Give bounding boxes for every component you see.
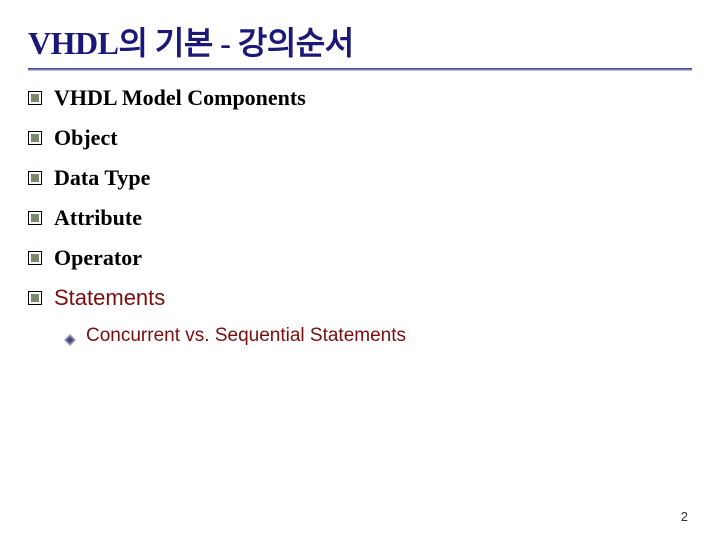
list-item-label: Data Type (54, 165, 150, 191)
list-item-label: Object (54, 125, 118, 151)
list-item: Attribute (28, 205, 692, 231)
list-item: Data Type (28, 165, 692, 191)
square-bullet-icon (28, 291, 42, 305)
sub-list-item-label: Concurrent vs. Sequential Statements (86, 325, 406, 347)
list-item-label: VHDL Model Components (54, 85, 306, 111)
diamond-bullet-icon (64, 330, 76, 342)
list-item-label: Attribute (54, 205, 142, 231)
list-item: Object (28, 125, 692, 151)
list-item: Statements (28, 285, 692, 311)
sub-list-item: Concurrent vs. Sequential Statements (64, 325, 692, 347)
square-bullet-icon (28, 211, 42, 225)
title-underline (28, 68, 692, 71)
list-item: VHDL Model Components (28, 85, 692, 111)
square-bullet-icon (28, 171, 42, 185)
page-number: 2 (681, 509, 688, 524)
square-bullet-icon (28, 131, 42, 145)
square-bullet-icon (28, 91, 42, 105)
sub-bullet-list: Concurrent vs. Sequential Statements (64, 325, 692, 347)
slide-container: VHDL의 기본 - 강의순서 VHDL Model Components Ob… (0, 0, 720, 347)
bullet-list: VHDL Model Components Object Data Type A… (28, 85, 692, 311)
list-item: Operator (28, 245, 692, 271)
square-bullet-icon (28, 251, 42, 265)
list-item-label: Statements (54, 285, 165, 311)
page-title: VHDL의 기본 - 강의순서 (28, 18, 692, 64)
list-item-label: Operator (54, 245, 142, 271)
